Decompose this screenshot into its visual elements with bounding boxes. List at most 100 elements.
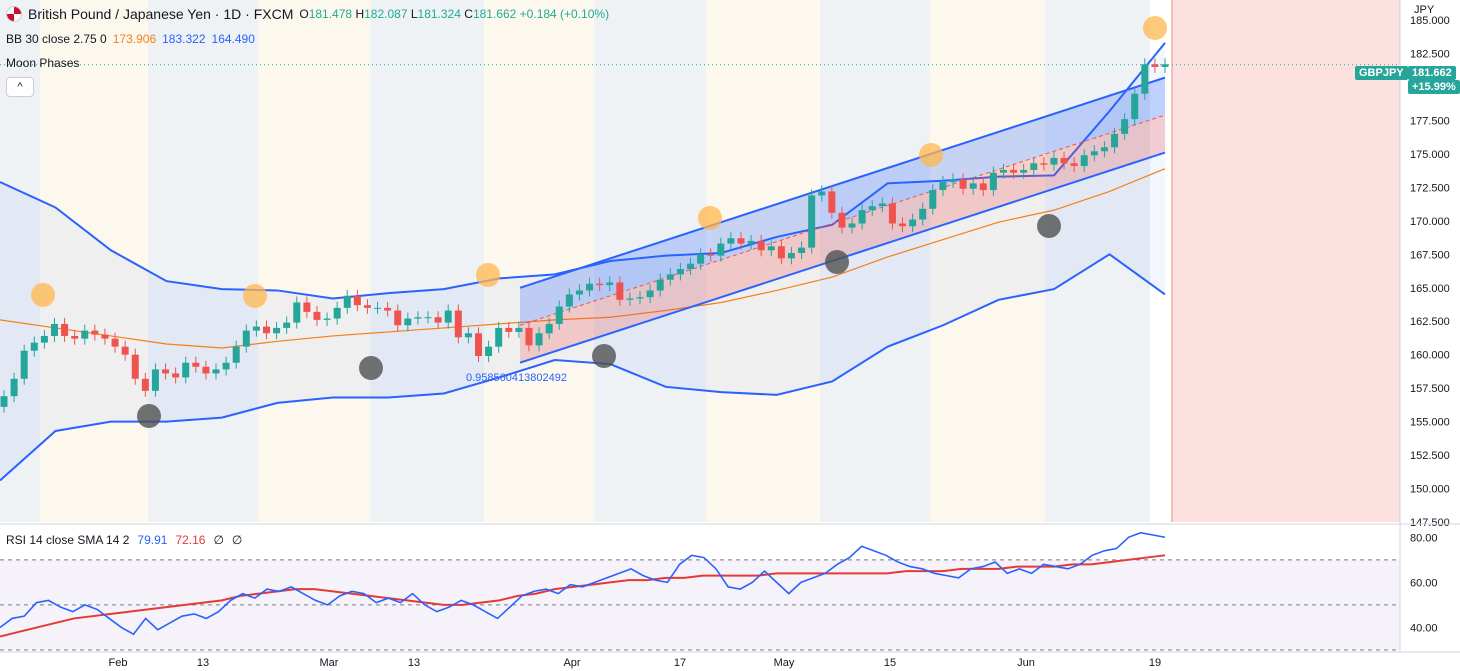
collapse-legend-button[interactable]: ^: [6, 77, 34, 97]
candle-body: [747, 240, 755, 244]
channel-upper-fill: [520, 77, 1165, 326]
symbol-tag: GBPJPY: [1355, 66, 1408, 80]
candle-body: [575, 290, 583, 295]
candle-body: [1161, 64, 1169, 67]
candle-body: [434, 317, 442, 323]
candle-body: [192, 362, 200, 367]
candle-body: [707, 254, 715, 256]
price-tick-label: 175.000: [1410, 149, 1450, 161]
bb-upper-value: 183.322: [162, 32, 206, 46]
candle-body: [1040, 163, 1048, 165]
time-tick-label: Apr: [563, 657, 580, 669]
full-moon-icon: [919, 143, 943, 167]
candle-body: [1050, 157, 1058, 165]
moon-shade-4: [484, 0, 594, 522]
time-tick-label: 13: [408, 657, 420, 669]
moon-shade-6: [706, 0, 820, 522]
candle-body: [131, 354, 139, 379]
candle-body: [959, 179, 967, 189]
full-moon-icon: [243, 284, 267, 308]
candle-body: [71, 335, 79, 339]
price-tick-label: 165.000: [1410, 283, 1450, 295]
candle-body: [939, 182, 947, 191]
candle-body: [1070, 163, 1078, 166]
price-tick-label: 157.500: [1410, 383, 1450, 395]
candle-body: [888, 203, 896, 224]
candle-body: [878, 203, 886, 207]
candle-body: [919, 208, 927, 220]
bb-lower-line: [0, 253, 1166, 482]
symbol-title[interactable]: British Pound / Japanese Yen · 1D · FXCM: [28, 6, 294, 22]
bb-legend[interactable]: BB 30 close 2.75 0 173.906 183.322 164.4…: [6, 32, 255, 46]
candle-body: [505, 327, 513, 332]
time-tick-label: 13: [197, 657, 209, 669]
time-tick-label: Feb: [109, 657, 128, 669]
candle-body: [151, 369, 159, 391]
candle-body: [404, 318, 412, 326]
candle-body: [535, 333, 543, 346]
candle-body: [777, 246, 785, 259]
new-moon-icon: [592, 344, 616, 368]
candle-body: [1060, 157, 1068, 164]
candle-body: [717, 243, 725, 256]
candle-body: [636, 297, 644, 299]
candle-body: [949, 179, 957, 183]
price-tick-label: 160.000: [1410, 350, 1450, 362]
candle-body: [121, 346, 129, 355]
candle-body: [1030, 163, 1038, 170]
moon-label: Moon Phases: [6, 56, 80, 70]
price-tick-label: 170.000: [1410, 216, 1450, 228]
full-moon-icon: [1143, 16, 1167, 40]
symbol-legend: British Pound / Japanese Yen · 1D · FXCM…: [6, 6, 609, 22]
moon-shade-8: [930, 0, 1045, 522]
candle-body: [242, 330, 250, 347]
candle-body: [384, 307, 392, 311]
candle-body: [929, 190, 937, 209]
candle-body: [616, 282, 624, 300]
candle-body: [727, 238, 735, 244]
new-moon-icon: [137, 404, 161, 428]
candle-body: [1151, 64, 1159, 67]
candle-body: [0, 396, 8, 407]
moon-legend[interactable]: Moon Phases: [6, 56, 79, 70]
candle-body: [313, 311, 321, 320]
price-tick-label: 155.000: [1410, 417, 1450, 429]
time-tick-label: Mar: [320, 657, 339, 669]
bb-lower-value: 164.490: [211, 32, 255, 46]
candle-body: [40, 335, 48, 343]
candle-body: [515, 327, 523, 332]
bb-basis-value: 173.906: [112, 32, 157, 46]
candle-body: [182, 362, 190, 378]
candle-body: [20, 350, 28, 379]
full-moon-icon: [698, 206, 722, 230]
candle-body: [626, 298, 634, 300]
rsi-tick-label: 60.00: [1410, 577, 1438, 589]
candle-body: [232, 346, 240, 363]
rsi-line: [0, 531, 1166, 636]
candle-body: [424, 317, 432, 319]
candle-body: [909, 219, 917, 227]
candle-body: [1020, 169, 1028, 173]
candle-body: [172, 373, 180, 378]
candle-body: [333, 307, 341, 319]
rsi-legend[interactable]: RSI 14 close SMA 14 2 79.91 72.16 ∅ ∅: [6, 533, 242, 547]
candle-body: [394, 310, 402, 326]
time-tick-label: Jun: [1017, 657, 1035, 669]
price-tick-label: 162.500: [1410, 316, 1450, 328]
price-tick-label: 167.500: [1410, 249, 1450, 261]
candle-body: [283, 322, 291, 328]
candle-body: [293, 302, 301, 323]
candle-body: [363, 305, 371, 308]
candle-body: [91, 330, 99, 335]
candle-body: [666, 274, 674, 280]
price-change: +0.184 (+0.10%): [519, 7, 610, 21]
candle-body: [787, 252, 795, 259]
future-region: [1172, 0, 1400, 522]
candle-body: [757, 240, 765, 251]
bb-label: BB 30 close 2.75 0: [6, 32, 107, 46]
candle-body: [676, 269, 684, 275]
candle-body: [464, 333, 472, 338]
candle-body: [414, 317, 422, 319]
candle-body: [646, 290, 654, 298]
